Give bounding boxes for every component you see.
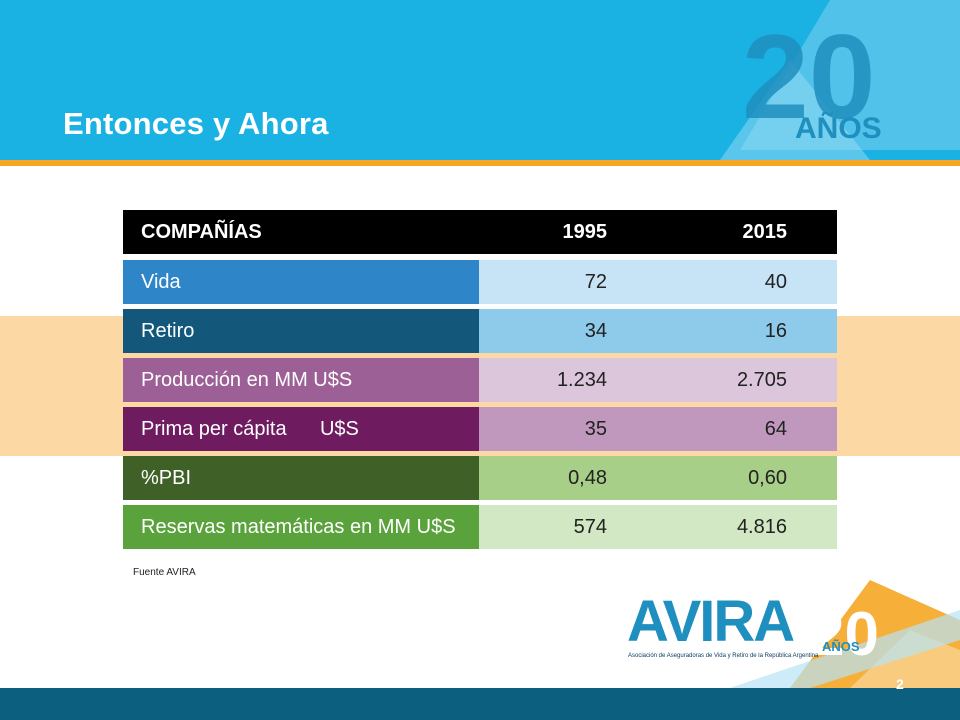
header-companias: COMPAÑÍAS bbox=[141, 220, 262, 243]
slide-footer bbox=[0, 688, 960, 720]
value-2015: 64 bbox=[764, 418, 787, 440]
logo-years: AÑOS bbox=[822, 639, 860, 654]
value-2015: 0,60 bbox=[748, 467, 787, 489]
row-label: Reservas matemáticas en MM U$S bbox=[123, 505, 479, 549]
anniversary-number: 20 bbox=[742, 10, 875, 144]
slide-header: 20 Entonces y Ahora bbox=[0, 0, 960, 160]
value-1995: 574 bbox=[573, 516, 607, 538]
comparison-table: COMPAÑÍAS 1995 2015 Vida 72 40 Retiro 34… bbox=[123, 210, 837, 554]
value-1995: 0,48 bbox=[568, 467, 607, 489]
table-row: Prima per cápita U$S 35 64 bbox=[123, 407, 837, 451]
anniversary-20-badge: 20 bbox=[720, 0, 960, 160]
value-1995: 34 bbox=[584, 320, 607, 342]
source-note: Fuente AVIRA bbox=[133, 567, 196, 578]
avira-logo-graphic: 20 AÑOS bbox=[730, 580, 960, 688]
value-2015: 16 bbox=[764, 320, 787, 342]
header-2015: 2015 bbox=[742, 221, 788, 243]
avira-tagline: Asociación de Aseguradoras de Vida y Ret… bbox=[628, 653, 819, 659]
value-1995: 35 bbox=[584, 418, 607, 440]
value-2015: 4.816 bbox=[736, 516, 787, 538]
table-row: Reservas matemáticas en MM U$S 574 4.816 bbox=[123, 505, 837, 549]
header-1995: 1995 bbox=[562, 221, 608, 243]
table-row: %PBI 0,48 0,60 bbox=[123, 456, 837, 500]
value-2015: 40 bbox=[764, 271, 787, 293]
row-label: Vida bbox=[123, 260, 479, 304]
row-label: Producción en MM U$S bbox=[123, 358, 479, 402]
value-1995: 1.234 bbox=[556, 369, 607, 391]
table-row: Producción en MM U$S 1.234 2.705 bbox=[123, 358, 837, 402]
page-title: Entonces y Ahora bbox=[63, 106, 329, 141]
anniversary-label: AÑOS bbox=[795, 112, 882, 145]
table-header-row: COMPAÑÍAS 1995 2015 bbox=[123, 210, 837, 254]
logo-number: 20 bbox=[810, 600, 879, 669]
value-1995: 72 bbox=[584, 271, 607, 293]
avira-logo: AVIRA bbox=[627, 589, 795, 654]
page-number: 2 bbox=[896, 676, 904, 692]
row-label: %PBI bbox=[123, 456, 479, 500]
table-row: Retiro 34 16 bbox=[123, 309, 837, 353]
value-2015: 2.705 bbox=[736, 369, 787, 391]
table-row: Vida 72 40 bbox=[123, 260, 837, 304]
row-label: Prima per cápita U$S bbox=[123, 407, 479, 451]
row-label: Retiro bbox=[123, 309, 479, 353]
header-divider bbox=[0, 160, 960, 166]
